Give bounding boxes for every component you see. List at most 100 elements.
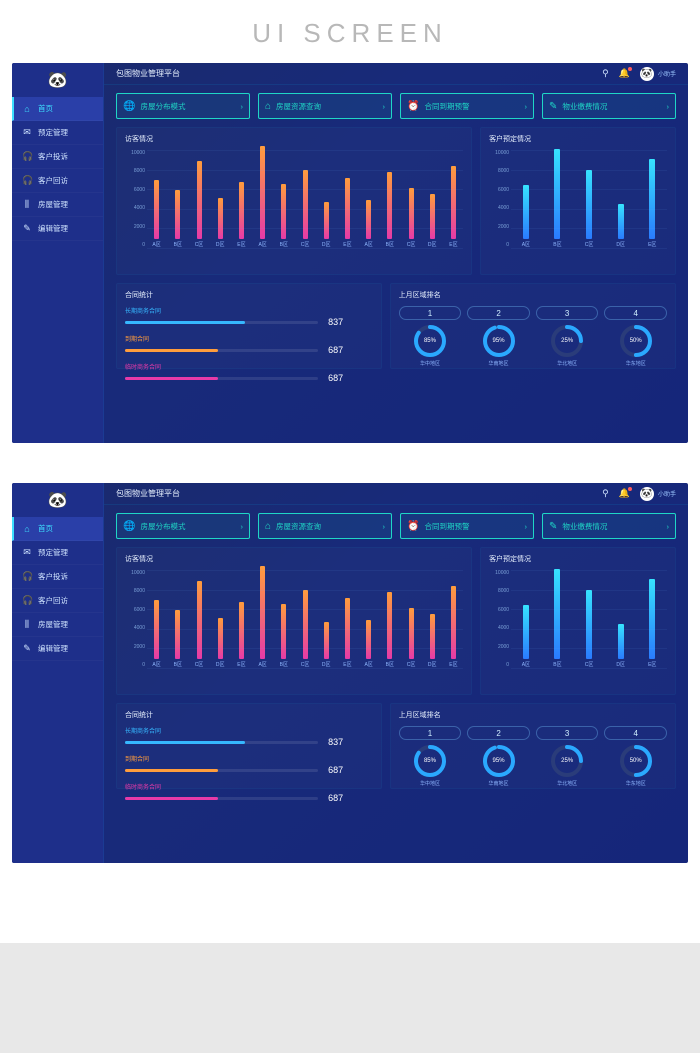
- gauge-label: 华东地区: [626, 360, 646, 367]
- gauge: 50% 华东地区: [604, 324, 667, 367]
- quick-tiles: 🌐 房屋分布模式 › ⌂ 房屋资源查询 › ⏰ 合同到期预警 › ✎ 物业缴费情…: [104, 505, 688, 547]
- nav-icon: ⌂: [22, 104, 32, 114]
- page-heading: UI SCREEN: [0, 0, 700, 63]
- sidebar-item[interactable]: ⫼ 房屋管理: [12, 613, 103, 637]
- search-icon[interactable]: ⚲: [602, 68, 609, 79]
- rank-badge: 4: [604, 726, 667, 740]
- gauge: 95% 华南地区: [467, 324, 530, 367]
- gauge: 85% 华中地区: [399, 324, 462, 367]
- tile-label: 房屋资源查询: [276, 101, 321, 112]
- nav-label: 房屋管理: [38, 199, 68, 210]
- user-label: 小助手: [658, 489, 676, 498]
- card-title: 访客情况: [125, 554, 463, 564]
- nav-label: 编辑管理: [38, 643, 68, 654]
- tile-icon: ⌂: [265, 521, 271, 532]
- rank-badge: 4: [604, 306, 667, 320]
- gauge-pct: 25%: [550, 324, 584, 358]
- card-title: 客户预定情况: [489, 134, 667, 144]
- tile-label: 房屋资源查询: [276, 521, 321, 532]
- tile-label: 合同到期预警: [424, 521, 469, 532]
- dashboard: 🐼 ⌂ 首页 ✉ 预定管理 🎧 客户投诉 🎧 客户回访 ⫼ 房屋管理 ✎ 编辑管…: [12, 63, 688, 443]
- gauge-pct: 50%: [619, 744, 653, 778]
- tile-label: 房屋分布模式: [140, 521, 185, 532]
- progress-row: 长期商务合同 837: [125, 306, 373, 327]
- nav-label: 首页: [38, 523, 53, 534]
- rank-badge: 1: [399, 306, 462, 320]
- sidebar-item[interactable]: 🎧 客户回访: [12, 169, 103, 193]
- nav-icon: ✎: [22, 643, 32, 654]
- quick-tile[interactable]: 🌐 房屋分布模式 ›: [116, 513, 250, 539]
- logo: 🐼: [12, 483, 103, 517]
- logo: 🐼: [12, 63, 103, 97]
- sidebar-item[interactable]: ✉ 预定管理: [12, 541, 103, 565]
- ranking-card: 上月区域排名 1234 85% 华中地区 95% 华南地区: [390, 703, 676, 789]
- rank-badge: 1: [399, 726, 462, 740]
- gauge-label: 华南地区: [489, 780, 509, 787]
- chevron-right-icon: ›: [667, 522, 670, 531]
- card-title: 访客情况: [125, 134, 463, 144]
- quick-tile[interactable]: ✎ 物业缴费情况 ›: [542, 93, 676, 119]
- quick-tile[interactable]: ⏰ 合同到期预警 ›: [400, 513, 534, 539]
- chevron-right-icon: ›: [241, 102, 244, 111]
- sidebar-item[interactable]: ⫼ 房屋管理: [12, 193, 103, 217]
- nav-label: 客户投诉: [38, 151, 68, 162]
- avatar[interactable]: 🐼: [640, 67, 654, 81]
- sidebar-item[interactable]: ✎ 编辑管理: [12, 637, 103, 661]
- quick-tile[interactable]: ⌂ 房屋资源查询 ›: [258, 513, 392, 539]
- app-title: 包图物业管理平台: [116, 488, 180, 499]
- topbar: 包图物业管理平台 ⚲ 🔔 🐼 小助手: [104, 483, 688, 505]
- gauge-label: 华中地区: [420, 360, 440, 367]
- user-label: 小助手: [658, 69, 676, 78]
- nav-icon: ✉: [22, 127, 32, 138]
- sidebar-item[interactable]: ⌂ 首页: [12, 517, 103, 541]
- tile-icon: ⏰: [407, 521, 419, 532]
- quick-tile[interactable]: ⌂ 房屋资源查询 ›: [258, 93, 392, 119]
- bell-icon[interactable]: 🔔: [619, 488, 630, 499]
- progress-value: 687: [328, 765, 343, 775]
- rank-badge: 2: [467, 306, 530, 320]
- chevron-right-icon: ›: [383, 102, 386, 111]
- nav-icon: ⫼: [22, 199, 32, 210]
- sidebar-item[interactable]: ✉ 预定管理: [12, 121, 103, 145]
- y-axis: 1000080006000400020000: [125, 570, 145, 668]
- progress-value: 687: [328, 345, 343, 355]
- bell-icon[interactable]: 🔔: [619, 68, 630, 79]
- tile-label: 合同到期预警: [424, 101, 469, 112]
- chevron-right-icon: ›: [667, 102, 670, 111]
- progress-value: 837: [328, 737, 343, 747]
- sidebar-item[interactable]: ⌂ 首页: [12, 97, 103, 121]
- card-title: 合同统计: [125, 710, 373, 720]
- gauge-label: 华中地区: [420, 780, 440, 787]
- tile-icon: 🌐: [123, 521, 135, 532]
- tile-icon: ✎: [549, 521, 557, 532]
- sidebar-item[interactable]: 🎧 客户回访: [12, 589, 103, 613]
- y-axis: 1000080006000400020000: [489, 150, 509, 248]
- progress-row: 长期商务合同 837: [125, 726, 373, 747]
- search-icon[interactable]: ⚲: [602, 488, 609, 499]
- sidebar-item[interactable]: 🎧 客户投诉: [12, 145, 103, 169]
- nav-label: 房屋管理: [38, 619, 68, 630]
- bookings-card: 客户预定情况 1000080006000400020000 A区 B区 C区 D…: [480, 547, 676, 695]
- quick-tile[interactable]: ⏰ 合同到期预警 ›: [400, 93, 534, 119]
- sidebar-item[interactable]: 🎧 客户投诉: [12, 565, 103, 589]
- sidebar-item[interactable]: ✎ 编辑管理: [12, 217, 103, 241]
- sidebar: 🐼 ⌂ 首页 ✉ 预定管理 🎧 客户投诉 🎧 客户回访 ⫼ 房屋管理 ✎ 编辑管…: [12, 63, 104, 443]
- gauge: 50% 华东地区: [604, 744, 667, 787]
- nav-label: 客户回访: [38, 595, 68, 606]
- card-title: 上月区域排名: [399, 710, 667, 720]
- tile-label: 物业缴费情况: [562, 521, 607, 532]
- quick-tile[interactable]: 🌐 房屋分布模式 ›: [116, 93, 250, 119]
- gauge-label: 华北地区: [557, 360, 577, 367]
- nav-label: 预定管理: [38, 547, 68, 558]
- tile-icon: ⌂: [265, 101, 271, 112]
- gauge-label: 华东地区: [626, 780, 646, 787]
- nav-label: 客户投诉: [38, 571, 68, 582]
- nav-icon: 🎧: [22, 571, 32, 582]
- nav-icon: 🎧: [22, 595, 32, 606]
- gauge-label: 华北地区: [557, 780, 577, 787]
- tile-label: 物业缴费情况: [562, 101, 607, 112]
- bookings-card: 客户预定情况 1000080006000400020000 A区 B区 C区 D…: [480, 127, 676, 275]
- y-axis: 1000080006000400020000: [125, 150, 145, 248]
- quick-tile[interactable]: ✎ 物业缴费情况 ›: [542, 513, 676, 539]
- avatar[interactable]: 🐼: [640, 487, 654, 501]
